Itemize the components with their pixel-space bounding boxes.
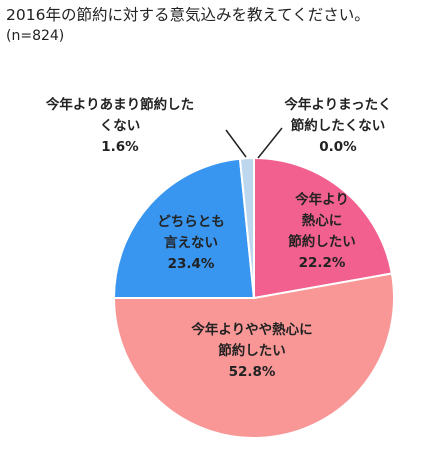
slice-1-label-line-3: 節約したい [288,233,356,250]
slice-2-label-line-2: 節約したい [218,342,286,359]
slice-5-label-line-1: 今年よりまったく [284,96,391,113]
pie-slices [112,156,395,439]
slice-4-label-line-1: 今年よりあまり節約した [46,96,194,113]
slice-labels: 今年より熱心に節約したい22.2%今年よりやや熱心に節約したい52.8%どちらと… [46,96,392,380]
slice-1-label-line-2: 熱心に [302,212,343,229]
slice-3-label-line-1: どちらとも [157,214,225,230]
slice-3-value-label: 23.4% [168,256,215,272]
leader-line-5 [257,127,283,159]
slice-1-label-line-1: 今年より [295,191,349,208]
slice-4-label-line-2: くない [100,118,141,134]
pie-slice-1 [253,156,393,300]
slice-2-value-label: 52.8% [229,364,276,380]
chart-title: 2016年の節約に対する意気込みを教えてください。 [6,6,370,24]
chart-subtitle: (n=824) [6,28,65,44]
slice-4-value-label: 1.6% [101,139,139,155]
slice-1-value-label: 22.2% [299,255,346,271]
slice-5-label-line-2: 節約したくない [291,117,386,134]
leader-line-4 [225,129,247,158]
slice-5-value-label: 0.0% [319,139,357,155]
pie-slice-3 [112,157,256,299]
pie-slice-2 [112,272,395,439]
slice-3-label-line-2: 言えない [164,234,218,251]
leader-lines [225,127,283,159]
slice-2-label-line-1: 今年よりやや熱心に [191,321,312,338]
